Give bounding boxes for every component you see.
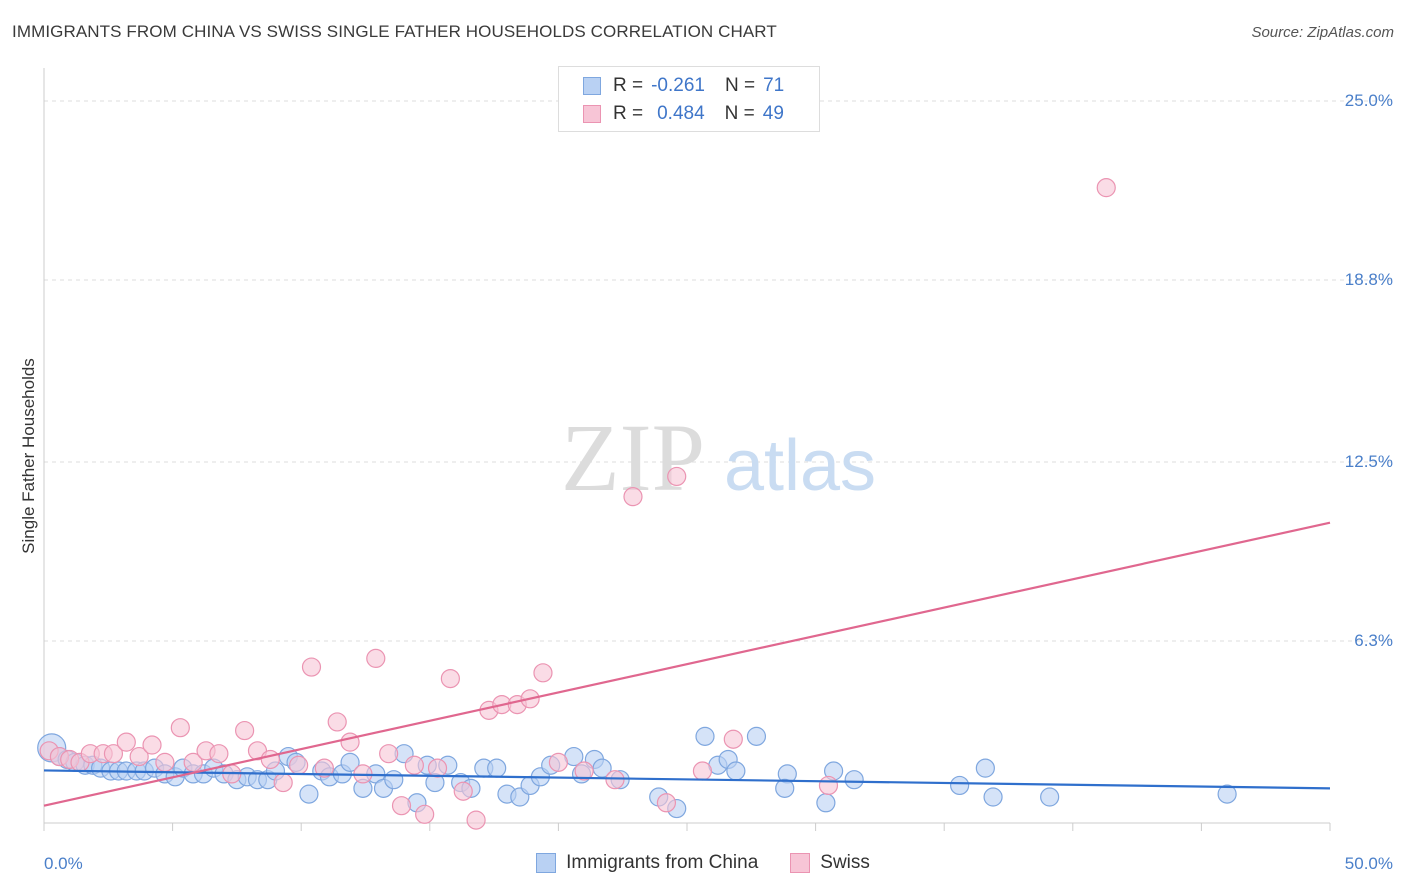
- swiss-point: [273, 772, 293, 793]
- china-point: [950, 775, 970, 796]
- legend-n-label: N =: [724, 103, 755, 124]
- china-point: [726, 761, 746, 781]
- source-label: Source: ZipAtlas.com: [1251, 24, 1394, 41]
- swiss-point: [533, 663, 553, 683]
- legend-label-china: Immigrants from China: [566, 852, 759, 873]
- swiss-point: [260, 749, 280, 770]
- swiss-point: [183, 752, 203, 772]
- swiss-point: [103, 744, 124, 764]
- y-tick-label: 25.0%: [1345, 91, 1393, 110]
- swiss-point: [623, 487, 643, 507]
- legend-n-label: N =: [724, 75, 756, 96]
- legend-r-label: R =: [613, 75, 644, 96]
- china-point: [975, 758, 995, 778]
- china-point: [384, 770, 404, 790]
- china-point: [844, 770, 864, 790]
- swiss-point: [415, 804, 435, 824]
- swiss-point: [391, 796, 412, 816]
- swiss-point: [1096, 178, 1116, 198]
- legend-item-china[interactable]: Immigrants from China: [536, 852, 758, 874]
- y-tick-labels: 6.3% 12.5% 18.8% 25.0%: [1345, 91, 1393, 650]
- legend-r-value: -0.261: [651, 75, 705, 96]
- swiss-point: [605, 770, 625, 790]
- swiss-point: [818, 775, 839, 796]
- china-point: [746, 726, 767, 746]
- china-point: [775, 778, 795, 798]
- swiss-point: [656, 793, 677, 813]
- series-swiss-points: [39, 178, 1116, 830]
- swiss-point: [366, 648, 386, 668]
- legend-row-china: R = -0.261 N = 71: [583, 72, 784, 100]
- swiss-point: [723, 729, 743, 749]
- china-point: [487, 758, 507, 778]
- y-tick-label: 18.8%: [1345, 270, 1393, 289]
- legend-n-value: 71: [763, 75, 785, 96]
- axes: [43, 68, 1331, 831]
- swiss-point: [142, 735, 162, 755]
- series-legend: Immigrants from China Swiss: [0, 852, 1406, 874]
- swiss-point: [209, 744, 229, 764]
- grid-lines: [44, 100, 1392, 642]
- china-point: [1040, 787, 1060, 807]
- swiss-point: [129, 746, 149, 767]
- china-point: [816, 793, 836, 813]
- y-tick-label: 12.5%: [1345, 452, 1393, 471]
- swiss-point: [170, 718, 190, 738]
- legend-swatch-china: [583, 77, 601, 95]
- y-tick-label: 6.3%: [1354, 631, 1393, 650]
- y-axis-title: Single Father Households: [19, 358, 38, 554]
- trend-line-swiss: [43, 521, 1331, 807]
- swiss-point: [327, 712, 347, 732]
- china-point: [695, 726, 715, 746]
- swiss-point: [453, 781, 473, 801]
- watermark-atlas: atlas: [724, 426, 876, 506]
- swiss-point: [379, 744, 399, 764]
- swiss-point: [314, 758, 334, 778]
- legend-swatch-china: [536, 853, 557, 873]
- x-tick-label-min: 0.0%: [44, 854, 83, 873]
- stats-legend: R = -0.261 N = 71 R = 0.484 N = 49: [558, 66, 820, 132]
- swiss-point: [692, 761, 713, 781]
- china-point: [1217, 784, 1237, 804]
- swiss-point: [440, 668, 460, 689]
- trend-line-china: [43, 769, 1331, 790]
- chart-title: IMMIGRANTS FROM CHINA VS SWISS SINGLE FA…: [12, 22, 777, 41]
- swiss-point: [404, 755, 424, 775]
- legend-r-label: R =: [613, 103, 644, 124]
- swiss-point: [466, 810, 486, 830]
- china-point: [340, 752, 360, 772]
- legend-label-swiss: Swiss: [820, 852, 870, 873]
- swiss-point: [548, 752, 569, 772]
- watermark: ZIP atlas: [561, 404, 876, 511]
- swiss-point: [235, 720, 255, 741]
- swiss-point: [289, 755, 309, 775]
- legend-row-swiss: R = 0.484 N = 49: [583, 100, 784, 128]
- swiss-point: [667, 466, 687, 487]
- x-tick-label-max: 50.0%: [1345, 854, 1393, 873]
- legend-item-swiss[interactable]: Swiss: [790, 852, 870, 874]
- trend-lines: [43, 521, 1331, 807]
- swiss-point: [116, 732, 136, 752]
- china-point: [983, 787, 1003, 807]
- x-tick-labels: 0.0% 50.0%: [44, 854, 1393, 873]
- legend-swatch-swiss: [790, 853, 811, 873]
- swiss-point: [427, 758, 448, 778]
- legend-r-value: 0.484: [657, 103, 705, 124]
- legend-swatch-swiss: [583, 105, 601, 123]
- china-point: [299, 784, 319, 804]
- legend-n-value: 49: [762, 103, 784, 124]
- swiss-point: [574, 761, 594, 781]
- swiss-point: [155, 752, 175, 772]
- swiss-point: [301, 657, 322, 677]
